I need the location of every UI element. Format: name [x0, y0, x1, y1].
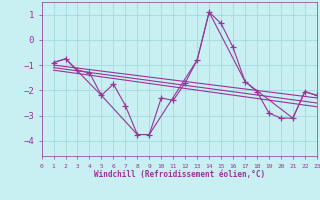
X-axis label: Windchill (Refroidissement éolien,°C): Windchill (Refroidissement éolien,°C)	[94, 170, 265, 179]
